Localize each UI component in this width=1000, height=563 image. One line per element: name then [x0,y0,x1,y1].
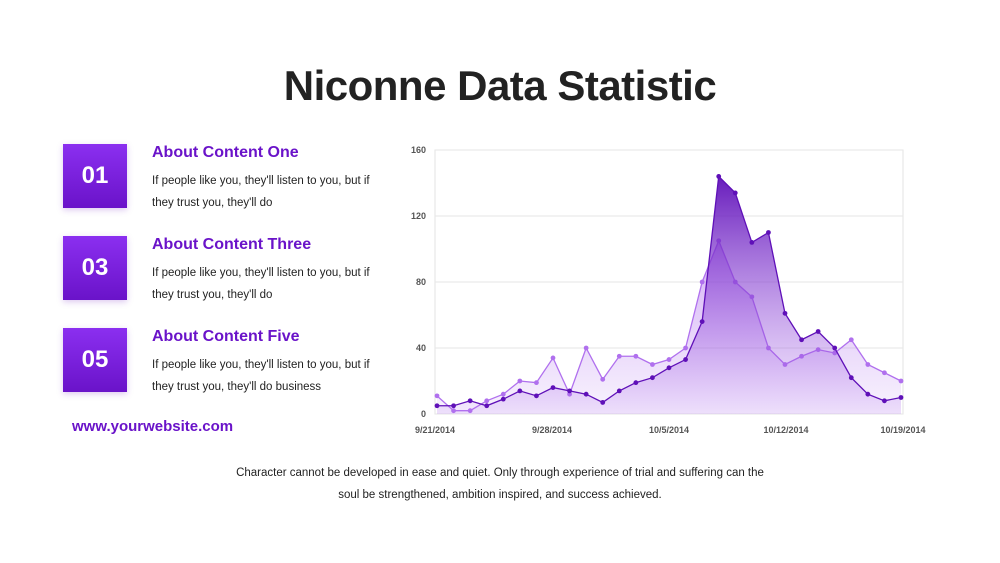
series-light-point [848,337,854,343]
series-dark-point [467,398,473,404]
series-dark-point [666,365,672,371]
series-dark-point [749,240,755,245]
series-dark-point [799,337,804,343]
x-tick-label: 10/5/2014 [649,425,689,435]
series-dark-point [550,385,556,390]
number-badge: 03 [63,236,127,300]
series-dark-point [534,393,539,399]
series-light-point [484,398,490,404]
series-dark-point [848,375,854,381]
series-dark-point [898,395,904,400]
series-dark-point [782,310,788,316]
series-dark-point [650,375,655,381]
y-tick-label: 120 [411,211,426,221]
series-dark-point [484,403,490,409]
x-tick-label: 10/12/2014 [763,425,808,435]
item-heading: About Content Five [152,328,300,345]
x-tick-label: 9/21/2014 [415,425,455,435]
x-tick-label: 10/19/2014 [880,425,925,435]
series-light-point [699,279,705,285]
y-tick-label: 160 [411,145,426,155]
area-chart: 0 40 80 120 160 9/21/2014 9/28/2014 10/5/2014 10… [411,145,926,435]
series-dark-point [583,391,589,397]
series-dark-point [616,388,622,394]
series-dark-point [832,345,838,351]
series-dark-point [451,403,456,409]
item-heading: About Content One [152,144,299,161]
series-dark-point [766,230,771,235]
series-dark-point [732,190,738,196]
series-light-point [517,378,523,384]
series-light-point [683,345,688,351]
series-dark-point [567,388,572,394]
series-dark-area [437,176,901,414]
series-light-point [616,353,622,359]
series-dark-point [683,357,688,362]
series-dark-point [699,319,705,324]
x-tick-label: 9/28/2014 [532,425,572,435]
series-dark-point [517,388,523,394]
series-light-point [583,345,589,351]
number-badge: 01 [63,144,127,208]
series-light-point [865,362,871,367]
series-light-point [650,362,655,367]
series-dark-point [716,174,722,179]
series-dark-point [865,391,871,397]
series-light-point [534,380,539,386]
y-tick-label: 0 [421,409,426,419]
item-description: If people like you, they'll listen to yo… [152,175,370,209]
series-light-point [434,393,440,399]
number-badge: 05 [63,328,127,392]
series-light-point [600,376,606,382]
series-dark-point [882,398,887,404]
series-light-point [666,357,672,362]
footer-quote: Character cannot be developed in ease an… [236,467,764,501]
series-light-point [500,391,506,397]
series-dark-point [815,329,821,334]
item-description: If people like you, they'll listen to yo… [152,267,370,301]
series-dark-point [633,380,639,386]
series-light-point [633,353,639,359]
item-heading: About Content Three [152,236,312,253]
item-description: If people like you, they'll listen to yo… [152,359,370,393]
y-tick-label: 40 [416,343,426,353]
page-title: Niconne Data Statistic [283,62,717,109]
series-dark-point [434,403,440,409]
series-light-point [550,355,556,361]
website-link[interactable]: www.yourwebsite.com [72,418,234,435]
series-dark-point [600,400,606,405]
series-light-point [882,370,887,376]
series-dark-point [500,396,506,402]
y-tick-label: 80 [416,277,426,287]
series-light-point [898,378,904,384]
